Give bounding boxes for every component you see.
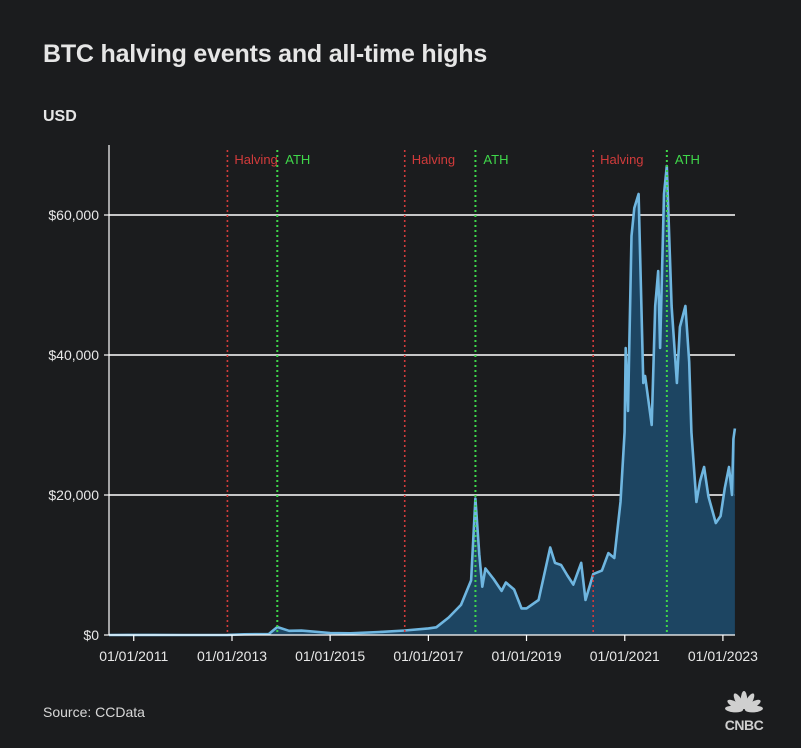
x-tick-label: 01/01/2023 [688,648,758,664]
y-tick-label: $0 [83,627,99,643]
y-axis-unit-label: USD [43,108,77,125]
ath-label: ATH [285,152,310,167]
price-area [108,164,737,637]
x-tick-label: 01/01/2015 [295,648,365,664]
y-tick-label: $40,000 [48,347,99,363]
chart-title: BTC halving events and all-time highs [43,40,488,68]
halving-label: Halving [234,152,277,167]
series-area [109,166,735,635]
ath-label: ATH [483,152,508,167]
event-markers: Halving ATH Halving ATH Halving ATH [226,150,700,635]
logo-wordmark: CNBC [724,717,764,733]
halving-label: Halving [600,152,643,167]
x-tick-label: 01/01/2013 [197,648,267,664]
peacock-logo-icon [725,691,763,713]
x-tick-label: 01/01/2011 [99,648,168,664]
x-tick-label: 01/01/2019 [491,648,561,664]
axes: $0 $20,000 $40,000 $60,000 01/01/2011 01/01/2… [48,145,758,664]
ath-label: ATH [675,152,700,167]
x-tick-label: 01/01/2021 [590,648,660,664]
halving-label: Halving [412,152,455,167]
x-tick-label: 01/01/2017 [393,648,463,664]
y-tick-label: $60,000 [48,207,99,223]
source-note: Source: CCData [43,704,145,720]
series-line [108,164,737,637]
y-tick-label: $20,000 [48,487,99,503]
